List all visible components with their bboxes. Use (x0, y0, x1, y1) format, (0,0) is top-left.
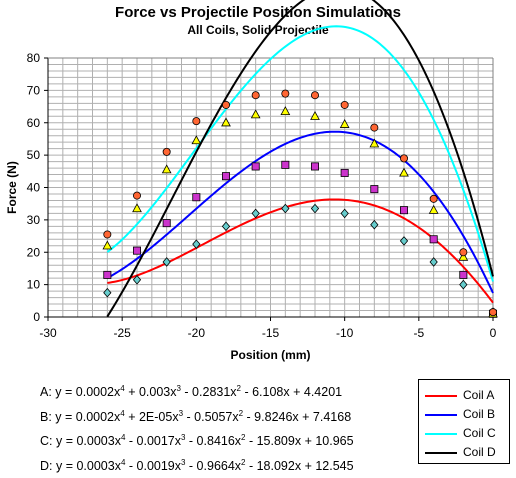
data-point-coil-b (430, 236, 437, 243)
y-tick-label: 30 (27, 213, 41, 227)
legend-label-coil-c: Coil C (463, 426, 496, 440)
legend-label-coil-d: Coil D (463, 445, 496, 459)
legend-item-coil-d: Coil D (425, 446, 509, 460)
y-tick-label: 20 (27, 245, 41, 259)
y-tick-label: 50 (27, 148, 41, 162)
legend-label-coil-b: Coil B (463, 407, 495, 421)
x-tick-label: -25 (113, 326, 131, 340)
y-tick-label: 40 (27, 181, 41, 195)
legend: Coil A Coil B Coil C Coil D (418, 379, 510, 464)
x-tick-label: -15 (262, 326, 280, 340)
y-axis-label: Force (N) (5, 161, 19, 214)
legend-line-coil-b (425, 414, 457, 416)
y-tick-label: 80 (27, 51, 41, 65)
legend-line-coil-d (425, 452, 457, 454)
data-point-coil-b (311, 163, 318, 170)
trendline-equations: A: y = 0.0002x4 + 0.003x3 - 0.2831x2 - 6… (40, 380, 400, 478)
data-point-coil-b (133, 247, 140, 254)
x-tick-label: -10 (336, 326, 354, 340)
equation-coil-b: B: y = 0.0002x4 + 2E-05x3 - 0.5057x2 - 9… (40, 405, 400, 430)
data-point-coil-b (163, 220, 170, 227)
x-tick-label: -20 (188, 326, 206, 340)
data-point-coil-d (460, 249, 467, 256)
equation-coil-d: D: y = 0.0003x4 - 0.0019x3 - 0.9664x2 - … (40, 454, 400, 478)
legend-line-coil-a (425, 395, 457, 397)
data-point-coil-d (222, 101, 229, 108)
x-tick-label: -5 (413, 326, 424, 340)
y-tick-label: 0 (33, 310, 40, 324)
data-point-coil-d (133, 192, 140, 199)
data-point-coil-d (341, 101, 348, 108)
data-point-coil-d (163, 148, 170, 155)
data-point-coil-d (193, 118, 200, 125)
legend-item-coil-c: Coil C (425, 427, 509, 441)
data-point-coil-b (400, 207, 407, 214)
data-point-coil-d (371, 124, 378, 131)
data-point-coil-d (311, 92, 318, 99)
data-point-coil-b (252, 163, 259, 170)
data-point-coil-b (371, 186, 378, 193)
legend-line-coil-c (425, 433, 457, 435)
y-tick-label: 70 (27, 83, 41, 97)
data-point-coil-b (460, 271, 467, 278)
equation-coil-c: C: y = 0.0003x4 - 0.0017x3 - 0.8416x2 - … (40, 429, 400, 454)
x-axis-label: Position (mm) (231, 348, 311, 362)
data-point-coil-d (252, 92, 259, 99)
legend-item-coil-b: Coil B (425, 408, 509, 422)
x-tick-label: 0 (490, 326, 497, 340)
legend-item-coil-a: Coil A (425, 389, 509, 403)
data-point-coil-b (104, 271, 111, 278)
data-point-coil-b (193, 194, 200, 201)
data-point-coil-b (222, 173, 229, 180)
data-point-coil-d (104, 231, 111, 238)
gridlines (48, 58, 493, 317)
data-point-coil-b (282, 161, 289, 168)
data-point-coil-b (341, 169, 348, 176)
data-point-coil-d (282, 90, 289, 97)
y-tick-label: 60 (27, 116, 41, 130)
data-point-coil-d (489, 309, 496, 316)
x-tick-label: -30 (39, 326, 57, 340)
equation-coil-a: A: y = 0.0002x4 + 0.003x3 - 0.2831x2 - 6… (40, 380, 400, 405)
legend-label-coil-a: Coil A (463, 388, 494, 402)
y-tick-label: 10 (27, 278, 41, 292)
data-point-coil-d (430, 195, 437, 202)
data-point-coil-d (400, 155, 407, 162)
